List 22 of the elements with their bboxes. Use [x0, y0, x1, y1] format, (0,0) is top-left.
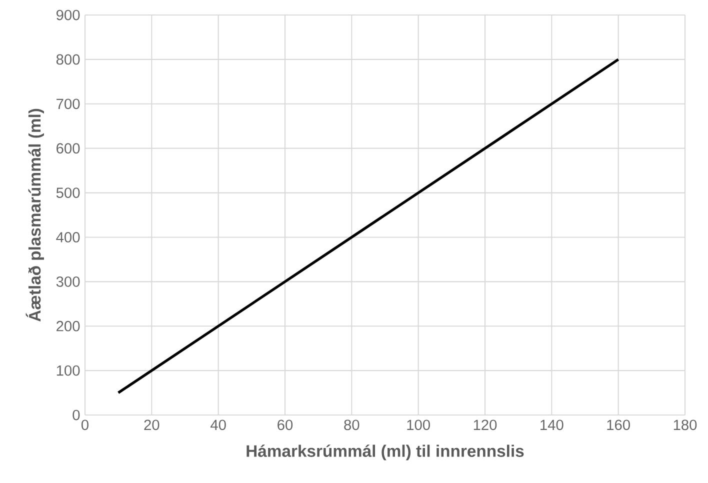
x-tick-label: 140: [540, 420, 564, 430]
y-tick-label: 300: [56, 276, 80, 287]
x-tick-label: 60: [278, 420, 293, 430]
x-tick-label: 20: [144, 420, 160, 430]
y-axis-title: Áætlað plasmarúmmál (ml): [26, 108, 44, 322]
y-tick-label: 700: [56, 98, 80, 110]
y-tick-label: 800: [56, 54, 80, 65]
x-tick-label: 180: [674, 420, 697, 430]
x-tick-label: 100: [407, 420, 430, 430]
y-tick-label: 400: [56, 232, 80, 242]
y-tick-label: 500: [56, 188, 80, 198]
x-tick-label: 40: [210, 420, 226, 430]
x-tick-label: 0: [81, 420, 88, 430]
x-tick-label: 160: [607, 420, 630, 430]
y-tick-label: 600: [56, 143, 80, 154]
y-tick-label: 100: [56, 365, 80, 376]
x-tick-label: 120: [474, 420, 497, 430]
x-axis-title: Hámarksrúmmál (ml) til innrennslis: [246, 444, 524, 460]
y-tick-label: 200: [56, 320, 80, 332]
y-tick-label: 900: [56, 10, 80, 20]
x-tick-label: 80: [344, 420, 360, 430]
y-tick-label: 0: [72, 410, 80, 420]
